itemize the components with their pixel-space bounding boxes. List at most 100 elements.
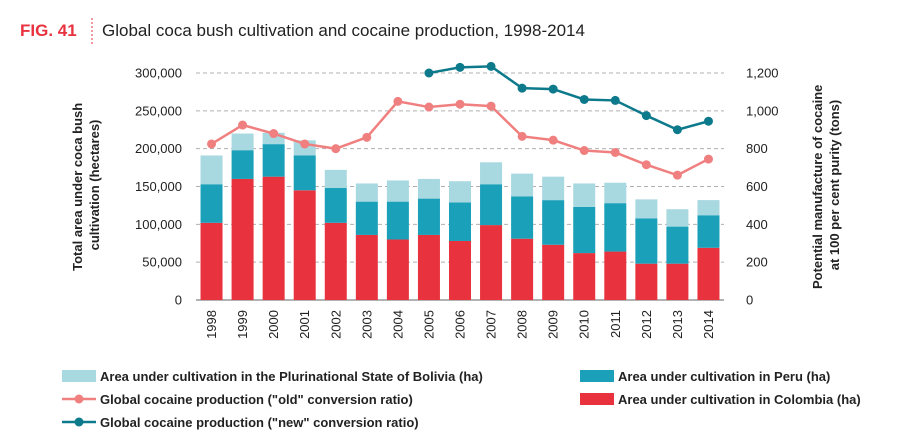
legend-swatch-marker: [74, 394, 84, 404]
x-tick-label: 2014: [701, 310, 716, 339]
x-tick-label: 2010: [577, 310, 592, 339]
x-tick-label: 2013: [670, 310, 685, 339]
figure-label: FIG. 41: [20, 21, 77, 40]
bar-colombia-2013: [666, 263, 689, 300]
y2-tick-label: 800: [746, 141, 768, 156]
point-new_line: [548, 84, 558, 94]
point-old_line: [238, 120, 248, 130]
point-old_line: [393, 96, 403, 106]
point-old_line: [207, 139, 217, 149]
bar-peru-2004: [386, 201, 409, 240]
right-axis-title-line1: Potential manufacture of cocaine: [810, 85, 825, 289]
figure-title: Global coca bush cultivation and cocaine…: [102, 21, 585, 40]
y2-tick-label: 600: [746, 179, 768, 194]
y-tick-label: 250,000: [135, 103, 182, 118]
bar-peru-1999: [231, 150, 254, 179]
point-old_line: [610, 147, 620, 157]
bar-bolivia-2007: [480, 162, 503, 185]
legend-label: Global cocaine production ("old" convers…: [100, 392, 413, 407]
x-tick-label: 2004: [390, 310, 405, 339]
x-tick-label: 2000: [266, 310, 281, 339]
point-old_line: [424, 102, 434, 112]
bar-bolivia-2003: [355, 183, 378, 202]
point-new_line: [517, 83, 527, 93]
y-tick-label: 100,000: [135, 217, 182, 232]
bar-colombia-2000: [262, 176, 285, 300]
bar-bolivia-2009: [542, 176, 565, 201]
legend-swatch: [580, 393, 614, 405]
bar-peru-1998: [200, 184, 223, 223]
point-new_line: [610, 95, 620, 105]
x-tick-label: 2001: [297, 310, 312, 339]
legend-label: Area under cultivation in the Plurinatio…: [100, 369, 483, 384]
legend-swatch: [580, 370, 614, 382]
point-old_line: [269, 129, 279, 139]
x-tick-label: 1998: [204, 310, 219, 339]
y-tick-label: 200,000: [135, 141, 182, 156]
point-new_line: [486, 61, 496, 71]
y-tick-label: 150,000: [135, 179, 182, 194]
bar-bolivia-2014: [697, 200, 720, 216]
bar-peru-2008: [511, 196, 534, 239]
bar-bolivia-2010: [573, 183, 596, 207]
y2-tick-label: 200: [746, 255, 768, 270]
point-new_line: [641, 111, 651, 121]
bar-colombia-2005: [417, 234, 440, 300]
bar-colombia-2009: [542, 244, 565, 300]
bar-peru-2000: [262, 144, 285, 177]
y2-tick-label: 1,000: [746, 103, 779, 118]
bar-colombia-2002: [324, 222, 347, 300]
bar-colombia-2012: [635, 263, 658, 300]
legend-swatch-marker: [74, 417, 84, 427]
x-tick-label: 2003: [359, 310, 374, 339]
legend-label: Global cocaine production ("new" convers…: [100, 415, 419, 430]
x-tick-label: 2012: [639, 310, 654, 339]
right-axis-title-line2: at 100 per cent purity (tons): [827, 100, 842, 270]
point-old_line: [486, 101, 496, 111]
line-old_line: [210, 100, 710, 177]
left-axis-title: Total area under coca bush cultivation (…: [70, 99, 102, 271]
y-tick-label: 50,000: [142, 255, 182, 270]
x-tick-label: 2011: [608, 310, 623, 338]
point-old_line: [579, 146, 589, 156]
point-new_line: [703, 116, 713, 126]
y-tick-label: 300,000: [135, 66, 182, 81]
y2-tick-label: 1,200: [746, 66, 779, 81]
bar-colombia-2003: [355, 234, 378, 300]
stacked-bars: [200, 132, 720, 300]
left-axis-ticks: 0 50,000 100,000 150,000 200,000 250,000 300,0…: [135, 66, 182, 308]
point-old_line: [331, 144, 341, 154]
left-axis-title-line2: cultivation (hectares): [87, 120, 102, 251]
point-old_line: [548, 135, 558, 145]
bar-colombia-2014: [697, 247, 720, 300]
bar-bolivia-2012: [635, 199, 658, 219]
bar-colombia-1998: [200, 222, 223, 300]
bar-peru-2007: [480, 184, 503, 226]
bar-bolivia-2004: [386, 180, 409, 202]
bar-peru-2011: [604, 203, 627, 252]
bar-colombia-2011: [604, 251, 627, 300]
legend-label: Area under cultivation in Peru (ha): [618, 369, 830, 384]
y2-tick-label: 0: [746, 293, 753, 308]
bar-colombia-2006: [449, 240, 471, 300]
right-axis-title: Potential manufacture of cocaine at 100 …: [810, 81, 842, 289]
bar-peru-2001: [293, 155, 316, 191]
x-tick-label: 2002: [328, 310, 343, 339]
bar-colombia-2001: [293, 190, 316, 300]
point-old_line: [703, 154, 713, 164]
line-series: [207, 61, 713, 180]
x-tick-label: 2007: [484, 310, 499, 339]
bar-colombia-2004: [386, 239, 409, 300]
bar-peru-2012: [635, 218, 658, 264]
bar-colombia-2007: [480, 225, 503, 300]
point-old_line: [641, 160, 651, 170]
point-new_line: [672, 125, 682, 135]
x-tick-label: 2009: [546, 310, 561, 339]
point-old_line: [300, 139, 310, 149]
bar-peru-2005: [417, 198, 440, 235]
legend-label: Area under cultivation in Colombia (ha): [618, 392, 861, 407]
legend: Area under cultivation in the Plurinatio…: [62, 369, 861, 430]
x-axis-ticks: 1998 1999 2000 2001 2002 2003 2004 2005 2006 2007…: [204, 310, 716, 339]
bar-peru-2010: [573, 206, 596, 254]
